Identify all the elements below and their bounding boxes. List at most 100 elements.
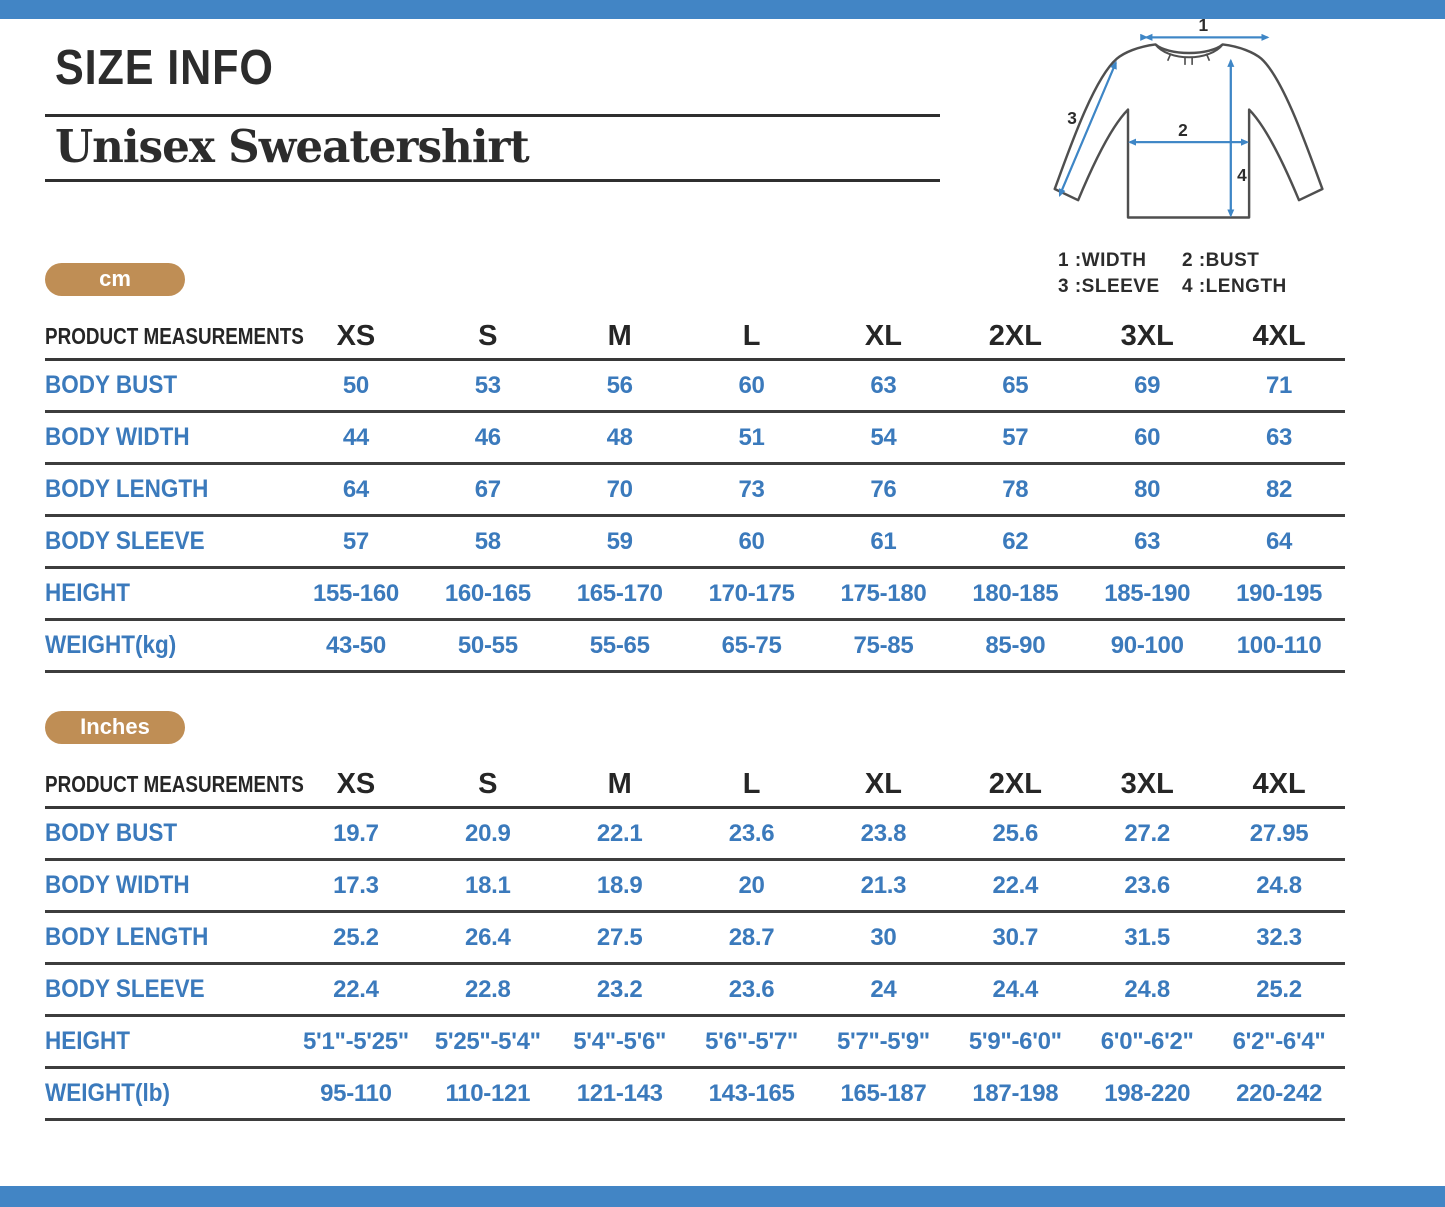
measurement-value: 23.8	[860, 819, 907, 847]
divider-line	[45, 114, 940, 117]
collar-notch	[1166, 53, 1211, 65]
measurement-label: WEIGHT(kg)	[45, 631, 177, 659]
measurement-value: 69	[1134, 371, 1161, 399]
size-column-header: S	[478, 319, 498, 352]
measurement-value: 60	[1134, 423, 1161, 451]
measurement-value: 63	[1266, 423, 1293, 451]
measurement-value: 23.6	[728, 975, 775, 1003]
measurement-label: BODY SLEEVE	[45, 527, 205, 555]
measurement-value: 18.1	[465, 871, 511, 899]
measurement-label: BODY LENGTH	[45, 475, 209, 503]
unit-badge-inches: Inches	[45, 711, 185, 744]
measurement-value: 82	[1266, 475, 1293, 503]
measurement-value: 6'2"-6'4"	[1232, 1027, 1326, 1055]
measurement-value: 155-160	[312, 579, 399, 607]
measurement-value: 22.4	[333, 975, 379, 1003]
measurement-value: 76	[870, 475, 897, 503]
size-column-header: XL	[864, 767, 902, 800]
measurement-label: BODY BUST	[45, 819, 178, 847]
measurement-value: 63	[1134, 527, 1161, 555]
measurement-value: 27.2	[1124, 819, 1170, 847]
measurement-value: 17.3	[333, 871, 379, 899]
measurement-value: 65-75	[721, 631, 782, 659]
table-row: BODY SLEEVE 57 58 59 60 61 62 63 64	[45, 517, 1345, 569]
measurement-value: 25.2	[1256, 975, 1302, 1003]
measurement-value: 160-165	[444, 579, 531, 607]
measurement-value: 90-100	[1110, 631, 1184, 659]
mark-3: 3	[1067, 108, 1077, 128]
measurement-value: 78	[1002, 475, 1029, 503]
measurement-value: 73	[738, 475, 765, 503]
measurement-value: 22.4	[992, 871, 1039, 899]
measurement-value: 20.9	[465, 819, 511, 847]
measurement-value: 44	[342, 423, 369, 451]
measurement-value: 5'6"-5'7"	[705, 1027, 798, 1055]
size-column-header: XS	[336, 767, 376, 800]
table-header-row: PRODUCT MEASUREMENTS XS S M L XL 2XL 3XL 4XL	[45, 762, 1345, 809]
table-row: BODY SLEEVE 22.4 22.8 23.2 23.6 24 24.4 24.8 25.…	[45, 965, 1345, 1017]
measurement-value: 85-90	[985, 631, 1046, 659]
measurement-label: HEIGHT	[45, 1027, 131, 1055]
measurement-value: 31.5	[1124, 923, 1170, 951]
size-table-inches: PRODUCT MEASUREMENTS XS S M L XL 2XL 3XL 4XL BODY…	[45, 762, 1345, 1121]
table-row: BODY BUST 50 53 56 60 63 65 69 71	[45, 361, 1345, 413]
measurement-value: 57	[1002, 423, 1029, 451]
size-column-header: 4XL	[1252, 319, 1306, 352]
measurement-value: 59	[606, 527, 633, 555]
sweatshirt-illustration: 1 2 3 4	[1053, 18, 1324, 219]
measurement-value: 64	[1266, 527, 1293, 555]
size-column-header: 2XL	[988, 767, 1042, 800]
legend-width: 1 :WIDTH	[1058, 250, 1147, 271]
legend-length: 4 :LENGTH	[1182, 276, 1287, 297]
unit-badge-cm: cm	[45, 263, 185, 296]
measurement-label: WEIGHT(lb)	[45, 1079, 170, 1107]
size-column-header: 4XL	[1252, 767, 1306, 800]
measurement-label: BODY WIDTH	[45, 871, 190, 899]
measurement-value: 55-65	[589, 631, 650, 659]
collar-band	[1154, 43, 1224, 59]
mark-1: 1	[1199, 18, 1209, 35]
size-column-header: XS	[336, 319, 376, 352]
measurement-value: 185-190	[1104, 579, 1191, 607]
measurement-value: 110-121	[445, 1079, 531, 1107]
measurement-value: 61	[870, 527, 897, 555]
measurement-value: 67	[474, 475, 501, 503]
table-row: BODY LENGTH 64 67 70 73 76 78 80 82	[45, 465, 1345, 517]
measurement-label: HEIGHT	[45, 579, 131, 607]
measurement-value: 60	[738, 371, 765, 399]
mark-2: 2	[1178, 120, 1188, 140]
divider-line	[45, 179, 940, 182]
size-column-header: 3XL	[1120, 767, 1174, 800]
size-column-header: L	[742, 319, 761, 352]
product-measurements-header: PRODUCT MEASUREMENTS	[45, 770, 304, 797]
measurement-value: 51	[738, 423, 765, 451]
measurement-value: 23.6	[1124, 871, 1170, 899]
measurement-value: 22.1	[596, 819, 643, 847]
measurement-value: 30	[870, 923, 897, 951]
table-row: BODY WIDTH 44 46 48 51 54 57 60 63	[45, 413, 1345, 465]
measurement-value: 21.3	[860, 871, 907, 899]
measurement-value: 6'0"-6'2"	[1100, 1027, 1194, 1055]
measurement-value: 190-195	[1236, 579, 1323, 607]
size-column-header: M	[607, 767, 632, 800]
sweatshirt-outline	[1053, 43, 1324, 219]
measurement-value: 50-55	[457, 631, 518, 659]
measurement-value: 220-242	[1236, 1079, 1323, 1107]
measurement-value: 24.8	[1124, 975, 1170, 1003]
measurement-value: 24	[870, 975, 897, 1003]
measurement-value: 28.7	[728, 923, 775, 951]
measurement-value: 19.7	[333, 819, 379, 847]
measurement-value: 165-170	[576, 579, 663, 607]
product-name: Unisex Sweatershirt	[55, 120, 530, 173]
measurement-value: 170-175	[708, 579, 795, 607]
page-title: SIZE INFO	[55, 41, 274, 95]
measurement-value: 18.9	[596, 871, 643, 899]
measurement-value: 20	[738, 871, 765, 899]
measurement-value: 5'25"-5'4"	[434, 1027, 541, 1055]
size-table-cm: PRODUCT MEASUREMENTS XS S M L XL 2XL 3XL 4XL BODY…	[45, 314, 1345, 673]
measurement-value: 5'9"-6'0"	[968, 1027, 1062, 1055]
measurement-value: 50	[342, 371, 369, 399]
sleeve-arrow-up-head	[1058, 60, 1117, 196]
table-row: WEIGHT(kg) 43-50 50-55 55-65 65-75 75-85 85-90…	[45, 621, 1345, 673]
